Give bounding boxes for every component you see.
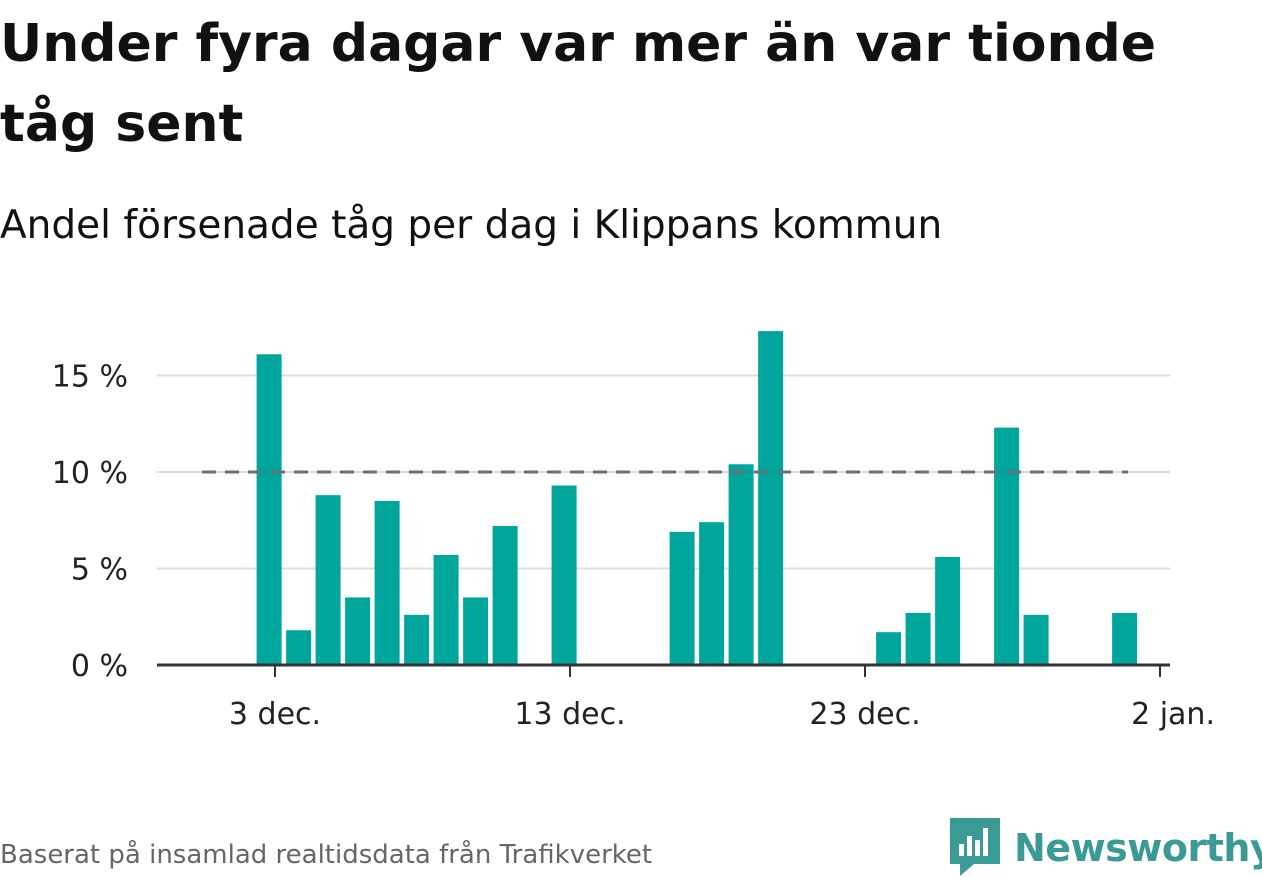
x-tick-label: 2 jan. — [1131, 697, 1215, 732]
bar — [492, 526, 518, 665]
bar — [1023, 614, 1049, 665]
bar — [758, 331, 784, 665]
x-tick-label: 23 dec. — [809, 697, 920, 732]
chart-subtitle: Andel försenade tåg per dag i Klippans k… — [0, 203, 943, 248]
chart-title: Under fyra dagar var mer än var tionde t… — [0, 14, 1157, 154]
bar — [433, 554, 459, 665]
bars — [256, 331, 1138, 665]
bar — [286, 630, 312, 665]
y-tick-label: 15 % — [52, 360, 128, 395]
bar — [905, 612, 931, 665]
bar — [669, 531, 695, 665]
bar — [876, 632, 902, 665]
axes: 0 % 5 % 10 % 15 % 3 dec. 13 dec. 23 dec. 2 jan. — [52, 360, 1215, 733]
brand-logo: Newsworthy — [950, 818, 1262, 878]
bar — [463, 597, 489, 665]
bar — [256, 354, 282, 665]
bar — [404, 614, 430, 665]
bar — [551, 485, 577, 665]
bar — [315, 495, 341, 665]
bar-chart: 0 % 5 % 10 % 15 % 3 dec. 13 dec. 23 dec. 2 jan. — [52, 331, 1215, 733]
brand-name: Newsworthy — [1014, 826, 1262, 870]
bar — [728, 464, 754, 665]
y-tick-label: 10 % — [52, 456, 128, 491]
newsworthy-logo-icon — [950, 818, 1000, 876]
x-tick-label: 13 dec. — [514, 697, 625, 732]
bar — [1112, 612, 1138, 665]
y-tick-label: 5 % — [71, 553, 128, 588]
bar — [345, 597, 371, 665]
bar — [935, 556, 961, 665]
source-note: Baserat på insamlad realtidsdata från Tr… — [0, 840, 653, 870]
x-tick-label: 3 dec. — [229, 697, 321, 732]
y-tick-label: 0 % — [71, 649, 128, 684]
bar — [994, 427, 1020, 665]
bar — [374, 500, 400, 665]
bar — [699, 522, 725, 665]
